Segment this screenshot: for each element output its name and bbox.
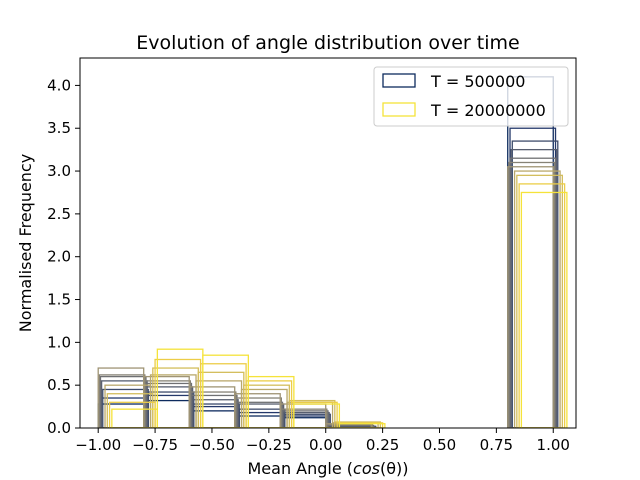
histogram-series-3 bbox=[100, 148, 558, 428]
histogram-bin bbox=[146, 386, 194, 428]
histogram-bin bbox=[507, 166, 554, 428]
histogram-bin bbox=[334, 421, 381, 428]
y-tick-label: 3.0 bbox=[47, 162, 71, 180]
y-tick-label: 1.5 bbox=[47, 291, 71, 309]
y-tick-label: 4.0 bbox=[47, 76, 71, 94]
legend: T = 500000 T = 20000000 bbox=[373, 66, 569, 127]
x-tick-label: 0.00 bbox=[309, 436, 342, 454]
y-tick-label: 3.5 bbox=[47, 119, 71, 137]
y-tick-label: 0.0 bbox=[47, 419, 71, 437]
legend-label-t20000000: T = 20000000 bbox=[430, 101, 546, 120]
y-axis-label: Normalised Frequency bbox=[16, 154, 35, 332]
histogram-bin bbox=[513, 170, 561, 428]
plot-frame bbox=[79, 57, 577, 429]
histogram-series-group bbox=[97, 76, 568, 428]
plot-area bbox=[97, 76, 568, 428]
histogram-bin bbox=[338, 423, 386, 428]
histogram-series-6 bbox=[97, 166, 554, 428]
histogram-bin bbox=[520, 191, 568, 428]
y-tick-label: 1.0 bbox=[47, 333, 71, 351]
histogram-bin bbox=[511, 140, 559, 428]
histogram-series-7 bbox=[104, 170, 561, 428]
x-tick-label: 1.00 bbox=[537, 436, 570, 454]
histogram-bin bbox=[508, 161, 556, 428]
legend-swatch-t500000 bbox=[382, 73, 416, 88]
histogram-bin bbox=[144, 380, 191, 428]
histogram-bin bbox=[510, 148, 558, 428]
axes bbox=[79, 57, 577, 429]
y-tick-label: 2.0 bbox=[47, 248, 71, 266]
histogram-series-8 bbox=[106, 174, 563, 428]
legend-swatch-t20000000 bbox=[382, 102, 416, 117]
histogram-bin bbox=[509, 157, 557, 428]
histogram-series-2 bbox=[102, 140, 559, 428]
histogram-bin bbox=[189, 391, 237, 428]
x-tick-label: 0.50 bbox=[423, 436, 456, 454]
tick-labels: −1.00 −0.75 −0.50 −0.25 0.00 0.25 0.50 0.75 1.00… bbox=[47, 76, 570, 454]
y-tick-label: 2.5 bbox=[47, 205, 71, 223]
histogram-bin bbox=[516, 174, 563, 428]
x-tick-label: 0.25 bbox=[366, 436, 399, 454]
chart-title: Evolution of angle distribution over tim… bbox=[136, 32, 519, 54]
histogram-bin bbox=[326, 423, 374, 428]
legend-box bbox=[373, 66, 569, 127]
x-axis-label: Mean Angle (cos(θ)) bbox=[248, 459, 409, 478]
x-tick-label: −0.50 bbox=[189, 436, 235, 454]
histogram-bin bbox=[518, 183, 566, 428]
x-tick-label: 0.75 bbox=[480, 436, 513, 454]
x-tick-label: −0.25 bbox=[246, 436, 292, 454]
y-tick-label: 0.5 bbox=[47, 376, 71, 394]
histogram-bin bbox=[328, 425, 376, 428]
x-tick-label: −0.75 bbox=[132, 436, 178, 454]
histogram-bin bbox=[280, 408, 328, 428]
x-tick-label: −1.00 bbox=[75, 436, 121, 454]
histogram-series-5 bbox=[98, 161, 556, 428]
legend-label-t500000: T = 500000 bbox=[430, 72, 525, 91]
histogram-bin bbox=[98, 374, 146, 428]
